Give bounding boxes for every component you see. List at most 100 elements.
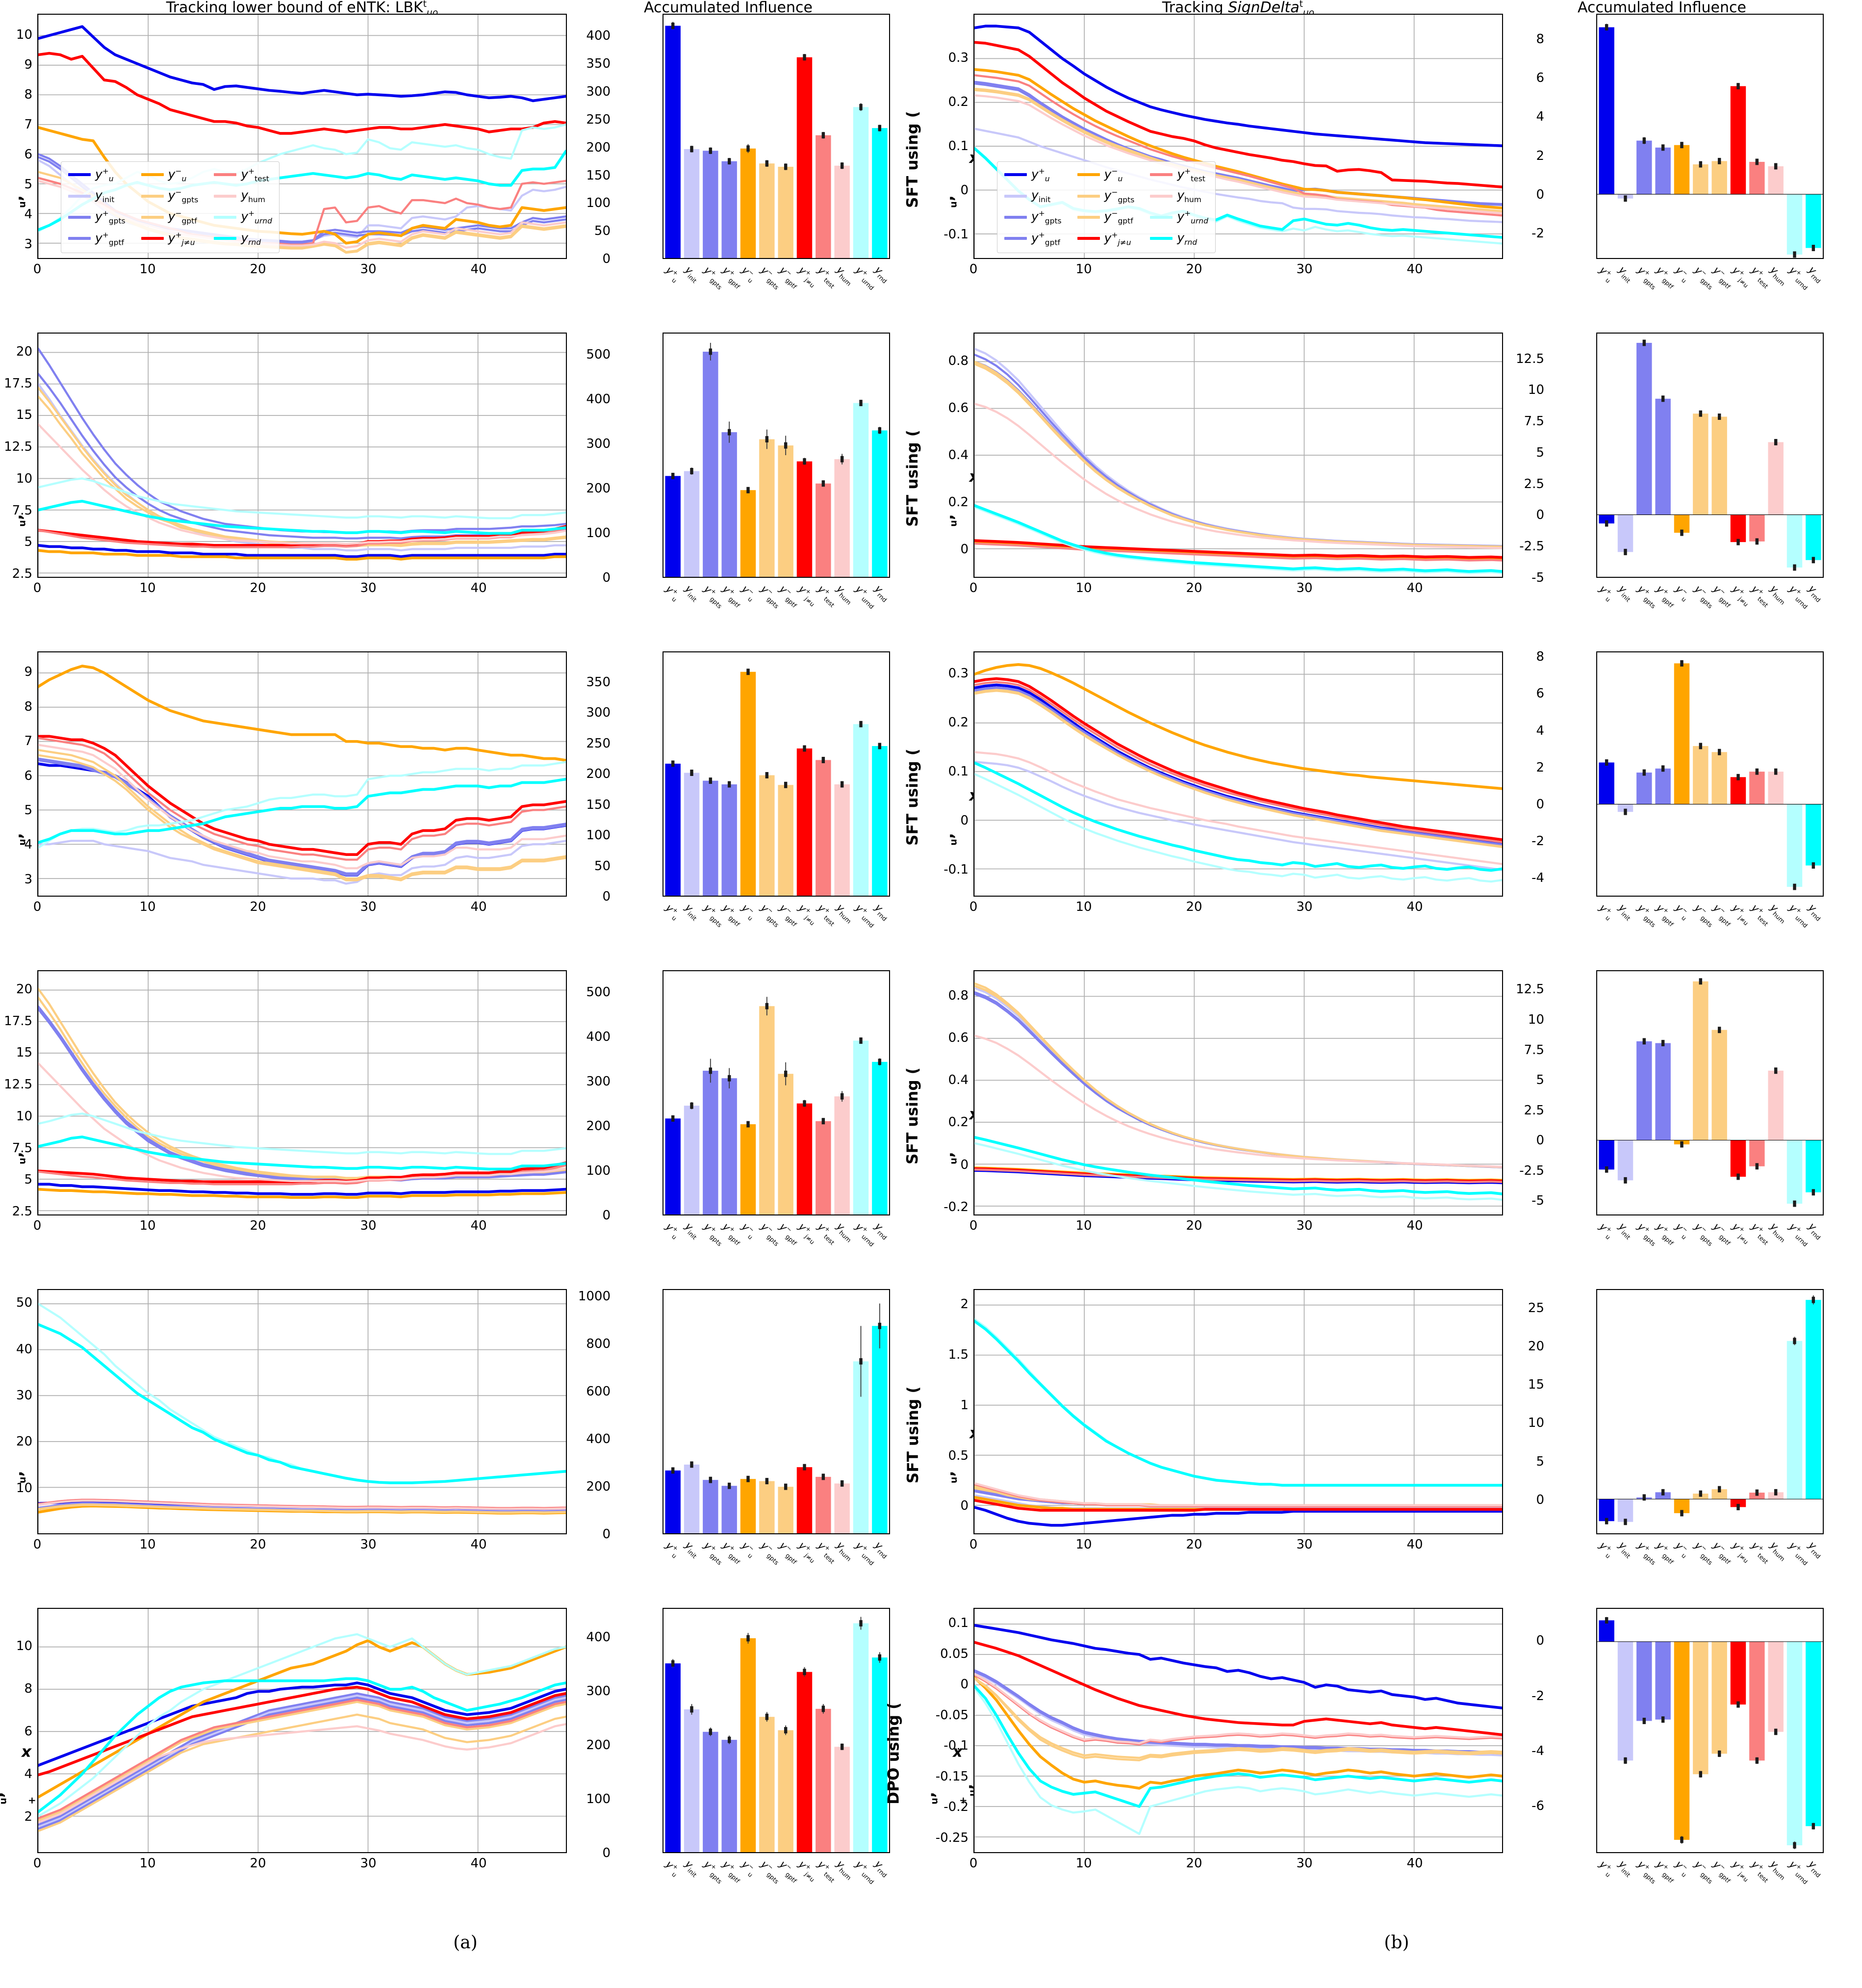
- bar-y-tick-label: 50: [594, 858, 611, 874]
- bar-y-tick-label: 800: [586, 1336, 611, 1351]
- y-tick-label: 0: [960, 1677, 969, 1692]
- chart-row-1: SFT using (xu, y+u) Tracking SignDeltatu…: [904, 0, 1862, 319]
- bar-x-tick-label: y+u: [1597, 1539, 1614, 1560]
- series-legend: y+u y−u y+test yinit y−gpts yhum y+gpts y−gptf y…: [997, 161, 1216, 253]
- x-axis-ticks: 0 10 20 30 40: [969, 1537, 1503, 1557]
- x-tick-label: 30: [1296, 1537, 1313, 1552]
- legend-item-y_test_pos: y+test: [214, 167, 272, 183]
- legend-swatch-y_gpts_pos: [68, 216, 91, 219]
- y-tick-label: 0.2: [948, 495, 969, 510]
- legend-swatch-y_init: [68, 194, 91, 198]
- bar-y-tick-label: 0: [1536, 508, 1544, 523]
- chart-row-2: SFT using (xu, y+gpts) 2.557.51012.51517…: [0, 319, 931, 638]
- legend-item-y_urnd_pos: y+urnd: [214, 209, 272, 226]
- legend-label-y_hum: yhum: [1177, 188, 1201, 205]
- y-tick-label: 0.1: [948, 1616, 969, 1631]
- legend-item-y_gptf_neg: y−gptf: [141, 209, 200, 226]
- bar-y-tick-label: 350: [586, 674, 611, 690]
- bar-y-tick-label: 0: [602, 252, 611, 266]
- plot-area: [973, 970, 1503, 1215]
- bar-y-tick-label: 200: [586, 1479, 611, 1494]
- y-tick-label: 17.5: [4, 1013, 32, 1029]
- bar-y-tick-label: 200: [586, 767, 611, 781]
- bar-y-tick-label: 10: [1528, 1416, 1544, 1431]
- y-tick-label: 6: [24, 147, 32, 162]
- x-tick-label: 10: [1075, 1856, 1092, 1871]
- bar-chart: 0 100 200 300 400 500 y+u yinit y+gpts y+gptf y−u…: [586, 970, 890, 1248]
- bar-chart: 0 200 400 600 800 1000 y+u yinit y+gpts y+gptf y−…: [578, 1289, 890, 1567]
- legend-item-y_u_pos: y+u: [68, 167, 127, 183]
- x-tick-label: 10: [139, 1218, 156, 1233]
- y-tick-label: 0.8: [948, 353, 969, 368]
- bar-x-axis-labels: y+u yinit y+gpts y+gptf y−u y−gpts y−gptf y+j≠u…: [663, 580, 890, 624]
- x-axis-ticks: 0 10 20 30 40: [33, 1537, 567, 1557]
- x-tick-label: 40: [1406, 262, 1423, 277]
- legend-swatch-y_gptf_pos: [68, 237, 91, 240]
- bar-y-tick-label: 2.5: [1524, 1103, 1544, 1118]
- y-tick-label: 15: [16, 1045, 32, 1060]
- bar-x-tick-label: y+u: [1597, 1858, 1614, 1879]
- bar-y-tick-label: 2.5: [1524, 476, 1544, 491]
- bar-y-tick-label: 1000: [578, 1289, 611, 1304]
- y-tick-label: 8: [24, 699, 32, 714]
- bar-y-tick-label: 0: [1536, 187, 1544, 203]
- bar-y-tick-label: 0: [602, 570, 611, 585]
- legend-label-y_gptf_neg: y−gptf: [1104, 209, 1133, 226]
- legend-swatch-y_u_pos: [1004, 173, 1027, 177]
- x-axis-ticks: 0 10 20 30 40: [33, 900, 567, 919]
- bar-chart: 0 100 200 300 400 500 y+u yinit y+gpts y+gptf y−u…: [586, 333, 890, 610]
- y-tick-label: 20: [16, 344, 32, 359]
- legend-label-y_u_neg: y−u: [168, 166, 187, 183]
- chart-row-5: SFT using (xu, yurnd) 0 0.5 1 1.5 2 0 10 20 30 4…: [904, 1275, 1862, 1594]
- y-tick-label: 2.5: [12, 1204, 32, 1219]
- legend-label-y_urnd_pos: y+urnd: [1177, 209, 1208, 226]
- bar-y-tick-label: 600: [586, 1384, 611, 1399]
- line-chart: -0.1 0 0.1 0.2 0.3 0 10 20 30 40: [944, 651, 1503, 926]
- y-tick-label: 10: [16, 1639, 32, 1654]
- legend-swatch-y_urnd_pos: [1150, 216, 1173, 219]
- legend-swatch-y_gptf_neg: [141, 216, 164, 219]
- bar-y-tick-label: 500: [586, 985, 611, 1000]
- bar-y-tick-label: 100: [586, 828, 611, 843]
- y-tick-label: 12.5: [4, 1077, 32, 1092]
- y-tick-label: -0.2: [944, 1800, 969, 1815]
- x-tick-label: 10: [139, 262, 156, 277]
- y-tick-label: 6: [24, 1724, 32, 1739]
- bar-y-tick-label: 200: [586, 1738, 611, 1753]
- bar-y-tick-label: 12.5: [1516, 351, 1544, 366]
- bar-plot-area: [663, 651, 890, 897]
- y-tick-label: 7: [24, 117, 32, 132]
- bar-plot-area: [1596, 14, 1824, 259]
- bar-y-tick-label: -2.5: [1519, 1163, 1544, 1178]
- x-tick-label: 10: [139, 900, 156, 914]
- legend-item-y_hum: yhum: [1150, 188, 1208, 204]
- legend-item-y_jneu_pos: y+j≠u: [1077, 231, 1136, 247]
- x-tick-label: 20: [250, 1856, 266, 1871]
- legend-swatch-y_gpts_neg: [141, 194, 164, 198]
- x-tick-label: 20: [1186, 1537, 1202, 1552]
- bar-x-tick-label: y+u: [1597, 902, 1614, 922]
- x-tick-label: 40: [1406, 1856, 1423, 1871]
- bar-y-tick-label: 0: [602, 1846, 611, 1860]
- y-tick-label: 0: [960, 813, 969, 828]
- y-tick-label: 50: [16, 1295, 32, 1311]
- y-tick-label: 15: [16, 408, 32, 423]
- legend-label-y_u_neg: y−u: [1104, 166, 1123, 183]
- line-chart: 2 4 6 8 10 0 10 20 30 40: [16, 1608, 567, 1883]
- bar-x-axis-labels: y+u yinit y+gpts y+gptf y−u y−gpts y−gptf y+j≠u…: [663, 1217, 890, 1262]
- bar-x-tick-label: y+u: [663, 902, 680, 922]
- legend-item-y_gpts_neg: y−gpts: [1077, 188, 1136, 204]
- bar-y-tick-label: 20: [1528, 1339, 1544, 1354]
- chart-row-6: DPO using (xu, y+u, y−u) -0.25-0.2-0.15-…: [885, 1594, 1862, 1913]
- line-chart: 0 0.5 1 1.5 2 0 10 20 30 40: [948, 1289, 1503, 1564]
- legend-item-y_init: yinit: [68, 188, 127, 204]
- y-tick-label: 0: [960, 1498, 969, 1514]
- bar-chart: Accumulated Influence -2 0 2 4 6 8 y+u yinit y+…: [1531, 0, 1824, 291]
- row-y-axis-label: DPO using (xu, y+u, y−u): [885, 1594, 1038, 1913]
- legend-swatch-y_jneu_pos: [141, 237, 164, 240]
- bar-x-axis-labels: y+u yinit y+gpts y+gptf y−u y−gpts y−gptf y+j≠u…: [663, 1855, 890, 1899]
- y-tick-label: 9: [24, 57, 32, 72]
- legend-swatch-y_gptf_neg: [1077, 216, 1100, 219]
- x-axis-ticks: 0 10 20 30 40: [969, 900, 1503, 919]
